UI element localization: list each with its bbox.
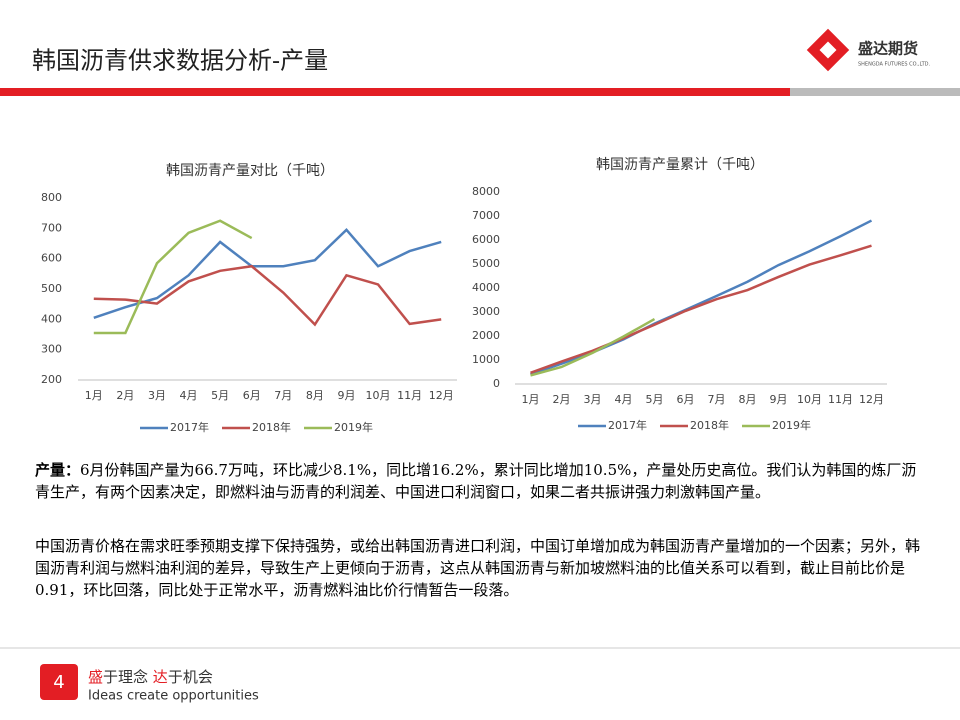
logo-name: 盛达期货 [858, 40, 918, 58]
header-bar-grey [790, 88, 960, 96]
para-text: 6月份韩国产量为66.7万吨，环比减少8.1%，同比增16.2%，累计同比增加1… [35, 461, 917, 501]
y-tick-label: 800 [41, 191, 62, 204]
x-tick-label: 2月 [116, 389, 134, 402]
x-tick-label: 7月 [274, 389, 292, 402]
series-line [530, 219, 873, 376]
y-tick-label: 8000 [472, 185, 500, 198]
page-number: 4 [53, 672, 64, 693]
series-line [93, 219, 253, 335]
x-tick-label: 10月 [797, 393, 822, 406]
x-tick-label: 2月 [553, 393, 571, 406]
x-tick-label: 4月 [615, 393, 633, 406]
legend-label: 2019年 [772, 418, 811, 432]
series-line [530, 317, 656, 377]
x-tick-label: 1月 [85, 389, 103, 402]
slogan-part: 于理念 [103, 668, 153, 686]
x-tick-label: 9月 [770, 393, 788, 406]
slogan-part: 盛 [88, 668, 103, 686]
x-tick-label: 10月 [366, 389, 391, 402]
x-tick-label: 3月 [584, 393, 602, 406]
y-tick-label: 0 [493, 377, 500, 390]
slogan: 盛于理念 达于机会 [88, 668, 213, 686]
x-tick-label: 8月 [306, 389, 324, 402]
slide-title: 韩国沥青供求数据分析-产量 [32, 47, 328, 75]
slogan-part: 达 [153, 668, 168, 686]
x-tick-label: 7月 [708, 393, 726, 406]
x-tick-label: 6月 [243, 389, 261, 402]
chart-title: 韩国沥青产量累计（千吨） [596, 157, 764, 173]
logo-sub: SHENGDA FUTURES CO.,LTD. [858, 62, 931, 68]
slogan-part: 于机会 [168, 668, 213, 686]
x-tick-label: 12月 [859, 393, 884, 406]
y-tick-label: 200 [41, 373, 62, 386]
legend-label: 2018年 [690, 418, 729, 432]
page-box [40, 664, 78, 700]
legend-label: 2017年 [608, 418, 647, 432]
y-tick-label: 300 [41, 343, 62, 356]
x-tick-label: 4月 [180, 389, 198, 402]
x-tick-label: 9月 [337, 389, 355, 402]
para-label: 产量： [35, 461, 81, 479]
legend-label: 2019年 [334, 420, 373, 434]
x-tick-label: 11月 [828, 393, 853, 406]
y-tick-label: 4000 [472, 281, 500, 294]
x-tick-label: 5月 [211, 389, 229, 402]
series-line [93, 228, 442, 320]
legend-label: 2017年 [170, 420, 209, 434]
y-tick-label: 6000 [472, 233, 500, 246]
x-tick-label: 1月 [522, 393, 540, 406]
series-line [530, 244, 872, 374]
logo [806, 28, 850, 72]
slogan-english: Ideas create opportunities [88, 689, 259, 704]
x-tick-label: 6月 [677, 393, 695, 406]
y-tick-label: 1000 [472, 353, 500, 366]
x-tick-label: 12月 [429, 389, 454, 402]
x-tick-label: 11月 [397, 389, 422, 402]
x-tick-label: 5月 [646, 393, 664, 406]
chart-title: 韩国沥青产量对比（千吨） [166, 163, 334, 179]
paragraph: 中国沥青价格在需求旺季预期支撑下保持强势，或给出韩国沥青进口利润，中国订单增加成… [35, 537, 921, 599]
y-tick-label: 3000 [472, 305, 500, 318]
x-tick-label: 8月 [739, 393, 757, 406]
y-tick-label: 5000 [472, 257, 500, 270]
y-tick-label: 7000 [472, 209, 500, 222]
x-tick-label: 3月 [148, 389, 166, 402]
series-line [93, 264, 442, 327]
y-tick-label: 700 [41, 221, 62, 234]
y-tick-label: 500 [41, 282, 62, 295]
header-bar [0, 88, 790, 96]
legend-label: 2018年 [252, 420, 291, 434]
paragraph: 产量：6月份韩国产量为66.7万吨，环比减少8.1%，同比增16.2%，累计同比… [35, 459, 925, 503]
y-tick-label: 2000 [472, 329, 500, 342]
y-tick-label: 600 [41, 252, 62, 265]
y-tick-label: 400 [41, 312, 62, 325]
